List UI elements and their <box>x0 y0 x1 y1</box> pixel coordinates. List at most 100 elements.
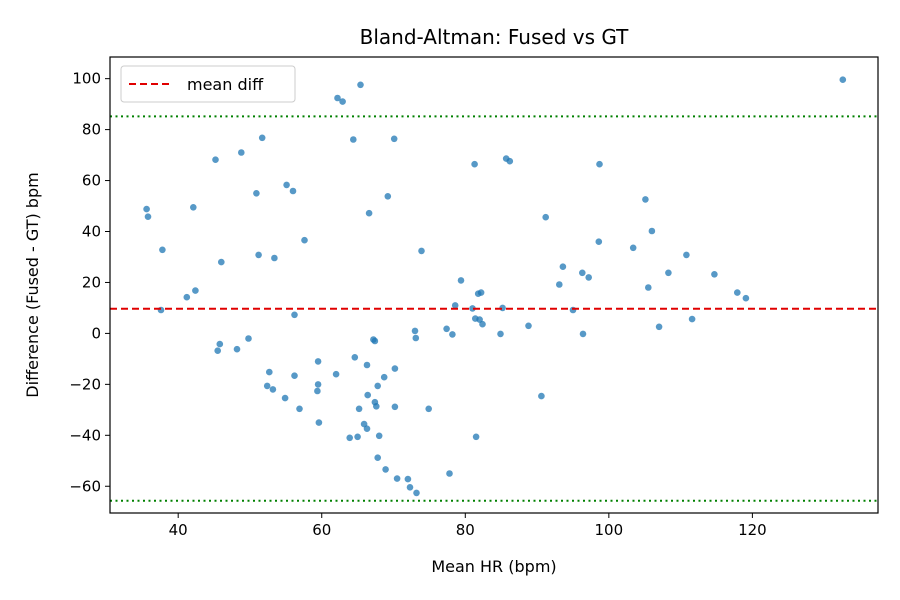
scatter-point <box>391 403 399 411</box>
scatter-point <box>404 475 412 483</box>
scatter-point <box>157 306 165 314</box>
x-tick-label: 60 <box>312 521 331 539</box>
scatter-point <box>645 284 652 291</box>
scatter-point <box>296 405 303 413</box>
scatter-point <box>451 302 459 309</box>
x-tick-label: 40 <box>169 521 188 539</box>
scatter-point <box>283 181 290 189</box>
scatter-point <box>506 157 514 165</box>
legend-mean-diff-label: mean diff <box>187 75 264 94</box>
scatter-point <box>291 372 298 380</box>
scatter-point <box>315 419 323 426</box>
scatter-point <box>742 294 750 302</box>
scatter-point <box>350 136 357 143</box>
x-tick-label: 80 <box>456 521 475 539</box>
scatter-point <box>332 370 340 378</box>
scatter-point <box>559 263 567 271</box>
scatter-point <box>253 190 260 197</box>
scatter-point <box>354 433 361 441</box>
scatter-point <box>144 213 152 220</box>
scatter-point <box>648 227 656 235</box>
scatter-point <box>642 196 649 203</box>
scatter-point <box>363 361 371 369</box>
scatter-point <box>245 335 252 342</box>
scatter-point <box>218 258 225 266</box>
scatter-point <box>357 81 364 89</box>
scatter-point <box>266 368 273 376</box>
scatter-point <box>472 433 480 441</box>
scatter-point <box>596 160 603 168</box>
scatter-point <box>289 187 297 195</box>
scatter-point <box>391 365 399 372</box>
scatter-point <box>406 484 414 491</box>
scatter-point <box>346 434 354 442</box>
scatter-point <box>314 381 322 388</box>
y-tick-label: −60 <box>69 477 101 495</box>
scatter-point <box>446 470 453 477</box>
scatter-point <box>291 311 298 319</box>
scatter-point <box>525 322 532 330</box>
scatter-point <box>471 160 478 168</box>
scatter-point <box>301 236 308 244</box>
scatter-point <box>159 246 166 254</box>
scatter-point <box>371 337 379 345</box>
scatter-point <box>351 354 359 361</box>
y-tick-label: 40 <box>82 223 101 241</box>
y-tick-label: 60 <box>82 172 101 190</box>
x-tick-label: 100 <box>595 521 624 539</box>
scatter-point <box>411 327 419 335</box>
scatter-point <box>412 334 420 342</box>
scatter-point <box>238 149 245 156</box>
scatter-point <box>579 269 586 277</box>
scatter-point <box>314 358 322 365</box>
scatter-point <box>363 425 371 433</box>
scatter-point <box>595 238 603 245</box>
y-axis-ticks: −60 −40 −20 0 20 40 60 80 100 <box>69 70 110 495</box>
scatter-point <box>373 403 380 410</box>
scatter-point <box>334 94 341 102</box>
scatter-point <box>469 305 476 312</box>
scatter-point <box>382 466 389 473</box>
scatter-point <box>192 287 199 294</box>
scatter-point <box>393 475 401 482</box>
scatter-point <box>375 432 383 440</box>
scatter-point <box>183 293 191 301</box>
scatter-point <box>556 281 563 288</box>
scatter-point <box>269 386 277 393</box>
scatter-point <box>538 392 545 400</box>
scatter-point <box>579 330 587 338</box>
scatter-point <box>339 98 346 105</box>
scatter-point <box>569 306 577 314</box>
scatter-point <box>425 405 433 413</box>
chart-title: Bland-Altman: Fused vs GT <box>360 25 630 49</box>
scatter-point <box>443 325 450 333</box>
scatter-point <box>380 373 388 381</box>
scatter-point <box>390 135 398 143</box>
scatter-point <box>233 345 241 353</box>
y-tick-label: 0 <box>91 324 101 342</box>
scatter-point <box>374 382 382 390</box>
scatter-point <box>263 382 271 390</box>
scatter-points <box>143 76 847 497</box>
x-tick-label: 120 <box>738 521 767 539</box>
scatter-point <box>216 340 224 348</box>
scatter-point <box>214 347 221 355</box>
scatter-point <box>457 277 465 284</box>
scatter-point <box>281 394 289 402</box>
x-axis-label: Mean HR (bpm) <box>431 557 556 576</box>
legend-box <box>120 65 296 103</box>
scatter-point <box>497 330 504 338</box>
y-tick-label: 20 <box>82 273 101 291</box>
y-axis-label: Difference (Fused - GT) bpm <box>23 172 42 397</box>
scatter-point <box>355 405 363 413</box>
scatter-point <box>839 76 847 83</box>
scatter-point <box>413 489 420 497</box>
scatter-point <box>688 315 696 323</box>
scatter-point <box>479 320 486 328</box>
plot-frame <box>109 56 879 514</box>
scatter-point <box>384 193 392 200</box>
y-tick-label: 100 <box>72 70 101 88</box>
scatter-point <box>212 156 219 163</box>
scatter-point <box>665 269 672 277</box>
